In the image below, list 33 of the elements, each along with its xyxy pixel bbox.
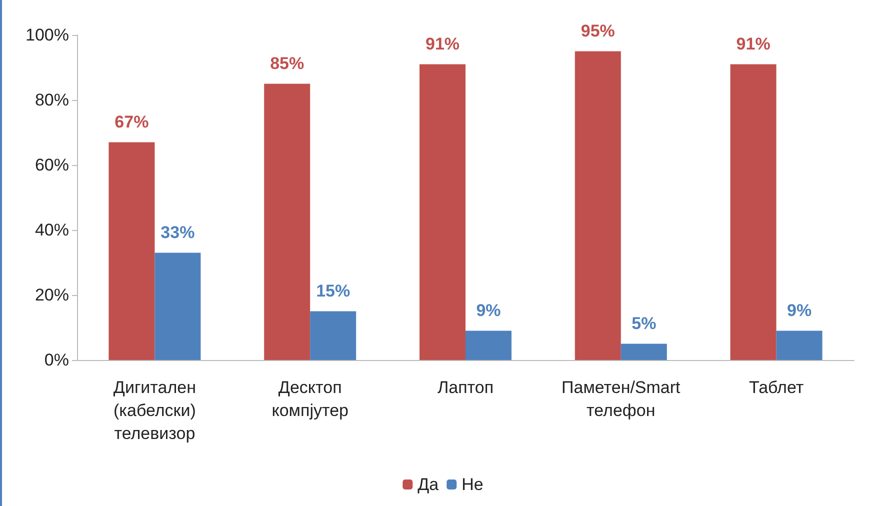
bar xyxy=(574,51,621,360)
data-label: 9% xyxy=(787,300,812,320)
data-label: 33% xyxy=(160,222,195,242)
data-label: 5% xyxy=(632,314,656,333)
x-tick-label: Десктоп компјутер xyxy=(272,378,348,420)
y-tick-label: 0% xyxy=(44,350,69,370)
data-label: 9% xyxy=(476,300,501,320)
bar xyxy=(154,252,201,360)
legend-label: Не xyxy=(462,475,484,494)
y-tick-label: 60% xyxy=(34,156,69,174)
bar xyxy=(620,344,667,360)
bar xyxy=(420,64,466,360)
x-tick-label: Лаптоп xyxy=(437,378,494,397)
y-tick-label: 100% xyxy=(26,26,69,44)
data-label: 67% xyxy=(114,112,149,132)
x-tick-label: Паметен/Smart телефон xyxy=(562,378,681,420)
data-label: 91% xyxy=(425,34,460,54)
x-tick-label: Дигитален (кабелски) телевизор xyxy=(113,378,196,443)
bar xyxy=(776,330,822,360)
y-tick-label: 40% xyxy=(34,220,69,240)
bar xyxy=(310,311,356,360)
data-label: 15% xyxy=(316,281,350,300)
x-tick-label: Таблет xyxy=(748,378,804,397)
bar xyxy=(730,64,776,360)
data-label: 91% xyxy=(736,34,770,54)
legend-label: Да xyxy=(418,475,440,494)
y-tick-label: 80% xyxy=(34,90,69,110)
bar xyxy=(108,142,155,360)
y-tick-label: 20% xyxy=(34,286,69,304)
bar xyxy=(264,84,310,360)
data-label: 95% xyxy=(580,21,615,40)
bar xyxy=(466,330,512,360)
data-label: 85% xyxy=(270,54,304,73)
